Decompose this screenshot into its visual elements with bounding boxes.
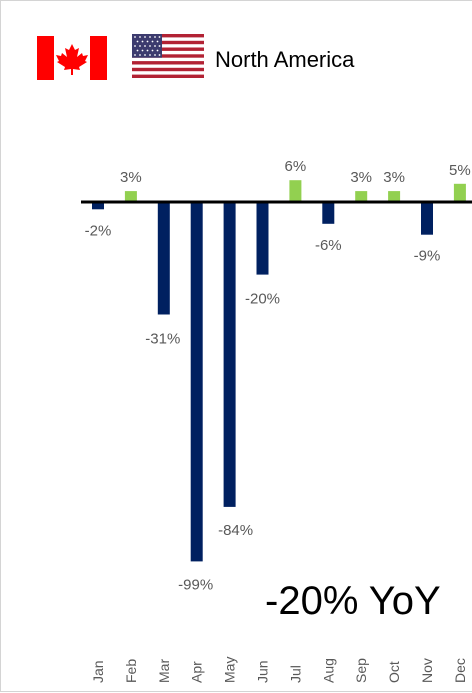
data-label-may: -84% [218, 522, 253, 539]
bar-jun [256, 202, 269, 275]
data-label-jul: 6% [285, 158, 307, 175]
yoy-summary: -20% YoY [265, 579, 441, 623]
bar-aug [322, 202, 335, 224]
data-label-oct: 3% [383, 169, 405, 186]
tick-label-aug: Aug [320, 658, 336, 683]
data-label-feb: 3% [120, 169, 142, 186]
bar-dec [453, 183, 466, 202]
tick-label-oct: Oct [386, 661, 402, 683]
bar-nov [421, 202, 433, 235]
data-label-nov: -9% [414, 248, 441, 265]
canada-flag-icon [37, 36, 107, 80]
data-label-mar: -31% [145, 331, 180, 348]
bar-mar [157, 202, 170, 315]
tick-label-jul: Jul [287, 665, 303, 683]
tick-label-apr: Apr [189, 661, 205, 683]
usa-flag-icon [132, 34, 204, 78]
bar-apr [190, 202, 203, 562]
tick-label-nov: Nov [419, 658, 435, 683]
bar-jan [92, 202, 104, 210]
data-label-sep: 3% [350, 169, 372, 186]
bar-feb [124, 191, 137, 202]
bar-may [223, 202, 236, 507]
data-label-jun: -20% [245, 291, 280, 308]
tick-label-jan: Jan [90, 660, 106, 683]
bar-sep [355, 191, 368, 202]
tick-label-sep: Sep [353, 658, 369, 683]
data-label-apr: -99% [178, 576, 213, 593]
tick-label-feb: Feb [123, 659, 139, 683]
data-label-jan: -2% [85, 222, 112, 239]
tick-label-mar: Mar [156, 659, 172, 683]
bar-jul [289, 180, 302, 202]
page-title: North America [215, 47, 355, 72]
tick-label-jun: Jun [255, 660, 271, 683]
data-label-dec: 5% [449, 162, 471, 179]
bar-oct [388, 191, 401, 202]
tick-label-dec: Dec [452, 658, 468, 683]
data-label-aug: -6% [315, 237, 342, 254]
tick-label-may: May [222, 657, 238, 683]
